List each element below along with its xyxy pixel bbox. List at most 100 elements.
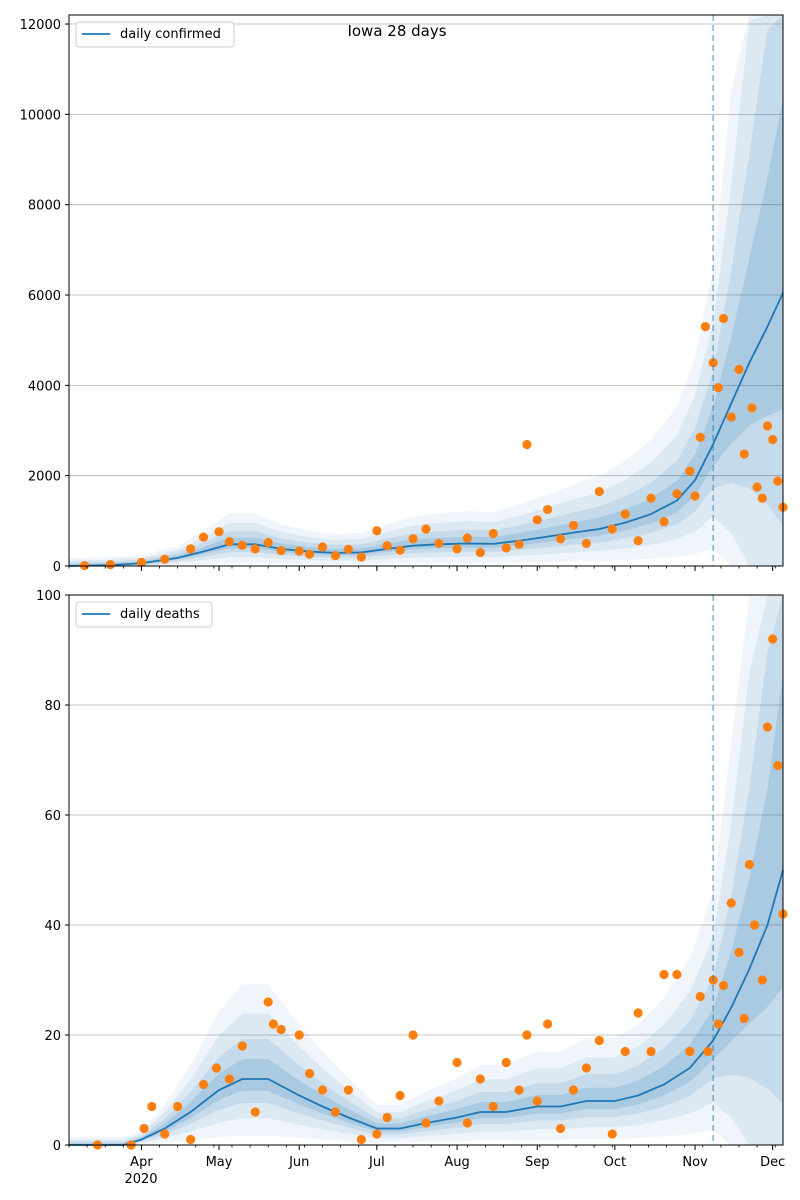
observed-point xyxy=(633,536,643,546)
quantile-band xyxy=(69,15,783,566)
observed-point xyxy=(136,557,147,567)
x-tick-label: Apr xyxy=(130,1155,153,1170)
y-tick-label: 80 xyxy=(44,699,61,714)
x-tick-label: Aug xyxy=(444,1155,469,1170)
observed-point xyxy=(773,476,783,486)
observed-point xyxy=(555,1123,566,1134)
observed-point xyxy=(139,1123,149,1134)
x-tick-label: Sep xyxy=(525,1155,550,1170)
observed-point xyxy=(372,526,382,536)
observed-point xyxy=(462,533,472,543)
observed-point xyxy=(173,1101,183,1112)
observed-point xyxy=(434,538,444,549)
observed-point xyxy=(672,489,682,499)
observed-point xyxy=(105,560,115,570)
observed-point xyxy=(542,1019,553,1029)
x-tick-label: Jun xyxy=(288,1155,309,1170)
quantile-band xyxy=(69,595,783,1145)
observed-point xyxy=(237,540,247,550)
observed-point xyxy=(594,486,604,497)
observed-point xyxy=(695,432,705,442)
year-label: 2020 xyxy=(124,1172,157,1187)
observed-point xyxy=(739,1013,749,1024)
x-tick-label: Jul xyxy=(368,1155,385,1170)
deaths-uncertainty-bands xyxy=(69,595,783,1145)
chart-title: Iowa 28 days xyxy=(347,22,446,40)
observed-point xyxy=(695,991,705,1002)
confirmed-plot-area xyxy=(69,15,783,566)
observed-point xyxy=(532,515,542,525)
confirmed-observed-points xyxy=(79,313,788,571)
observed-point xyxy=(762,421,773,431)
y-tick-label: 20 xyxy=(44,1029,61,1044)
observed-point xyxy=(382,541,392,551)
observed-point xyxy=(263,997,273,1007)
observed-point xyxy=(739,449,749,459)
confirmed-gridlines xyxy=(69,23,783,477)
observed-point xyxy=(250,1107,260,1117)
observed-point xyxy=(646,1046,656,1057)
observed-point xyxy=(568,520,579,530)
y-tick-label: 100 xyxy=(36,589,61,604)
observed-point xyxy=(276,546,286,556)
observed-point xyxy=(700,322,710,332)
confirmed-uncertainty-bands xyxy=(69,15,783,567)
observed-point xyxy=(268,1019,278,1029)
observed-point xyxy=(581,538,591,549)
deaths-median-line xyxy=(69,869,784,1146)
deaths-panel: 0 20 40 60 80 100 Apr May Jun Jul Aug Sep Oct Nov Dec… xyxy=(36,589,788,1187)
observed-point xyxy=(237,1041,247,1051)
observed-point xyxy=(522,1030,532,1040)
y-tick-label: 6000 xyxy=(28,289,61,304)
observed-point xyxy=(581,1063,591,1073)
observed-point xyxy=(514,1085,524,1095)
observed-point xyxy=(726,412,736,422)
x-tick-label: Dec xyxy=(760,1155,785,1170)
observed-point xyxy=(607,524,617,534)
observed-point xyxy=(147,1101,157,1112)
observed-point xyxy=(452,1057,462,1068)
observed-point xyxy=(685,466,695,476)
observed-point xyxy=(382,1112,392,1123)
observed-point xyxy=(734,364,744,375)
observed-point xyxy=(620,509,630,519)
observed-point xyxy=(160,554,170,564)
confirmed-legend-label: daily confirmed xyxy=(120,27,221,42)
observed-point xyxy=(522,439,532,450)
y-tick-label: 60 xyxy=(44,809,61,824)
observed-point xyxy=(434,1096,444,1106)
y-tick-label: 12000 xyxy=(20,18,61,33)
y-tick-label: 0 xyxy=(53,1139,61,1154)
observed-point xyxy=(408,534,418,544)
observed-point xyxy=(304,1068,315,1079)
y-tick-label: 2000 xyxy=(28,470,61,485)
observed-point xyxy=(726,898,736,908)
observed-point xyxy=(294,1030,304,1040)
quantile-band xyxy=(69,595,783,1145)
x-tick-label: May xyxy=(206,1155,233,1170)
observed-point xyxy=(343,1085,353,1095)
observed-point xyxy=(594,1035,604,1046)
observed-point xyxy=(501,543,511,553)
observed-point xyxy=(659,969,669,980)
observed-point xyxy=(185,544,196,554)
observed-point xyxy=(768,634,778,644)
observed-point xyxy=(185,1134,196,1145)
deaths-legend-label: daily deaths xyxy=(120,607,200,622)
observed-point xyxy=(659,517,669,527)
observed-point xyxy=(646,493,656,503)
observed-point xyxy=(421,1118,431,1128)
observed-point xyxy=(718,313,729,324)
observed-point xyxy=(749,920,760,930)
observed-point xyxy=(343,544,353,554)
observed-point xyxy=(224,1074,234,1084)
observed-point xyxy=(708,358,718,368)
observed-point xyxy=(532,1096,542,1106)
deaths-y-ticks: 0 20 40 60 80 100 xyxy=(36,589,69,1154)
confirmed-panel: 0 2000 4000 6000 8000 10000 12000 daily confir… xyxy=(20,14,788,575)
observed-point xyxy=(294,546,304,556)
observed-point xyxy=(744,859,754,870)
observed-point xyxy=(555,534,566,544)
observed-point xyxy=(718,980,729,991)
observed-point xyxy=(713,383,723,393)
